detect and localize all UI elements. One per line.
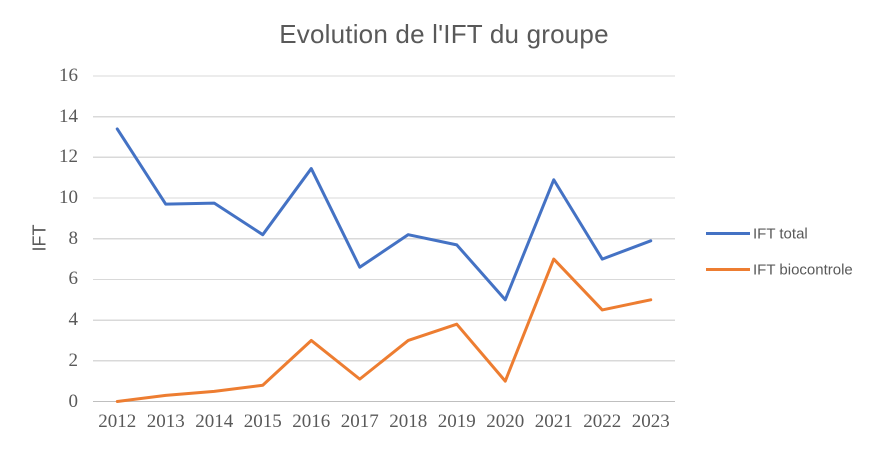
x-tick-label: 2015 [243, 411, 282, 432]
legend-label: IFT total [753, 225, 808, 242]
x-tick-label: 2021 [534, 411, 573, 432]
x-tick-label: 2018 [389, 411, 428, 432]
y-tick-label: 10 [59, 187, 78, 209]
y-tick-label: 6 [68, 268, 79, 290]
y-tick-label: 2 [68, 349, 79, 371]
y-tick-label: 0 [68, 390, 79, 412]
x-tick-label: 2020 [486, 411, 525, 432]
chart-title: Evolution de l'IFT du groupe [279, 19, 609, 49]
x-tick-label: 2012 [98, 411, 137, 432]
x-tick-label: 2022 [583, 411, 622, 432]
x-tick-label: 2013 [146, 411, 185, 432]
y-tick-label: 8 [68, 227, 79, 249]
legend-label: IFT biocontrole [753, 261, 853, 278]
x-tick-label: 2016 [292, 411, 331, 432]
y-tick-label: 4 [68, 309, 79, 331]
x-tick-label: 2014 [195, 411, 234, 432]
series-line-ift-biocontrole [115, 257, 653, 403]
legend-line-sample [706, 232, 750, 235]
legend-line-sample [706, 268, 750, 271]
y-tick-label: 12 [59, 146, 78, 168]
x-tick-label: 2019 [437, 411, 476, 432]
y-tick-label: 14 [59, 105, 78, 127]
x-tick-label: 2023 [631, 411, 670, 432]
x-tick-label: 2017 [340, 411, 379, 432]
y-tick-label: 16 [59, 65, 78, 86]
series-line-ift-total [115, 127, 653, 302]
